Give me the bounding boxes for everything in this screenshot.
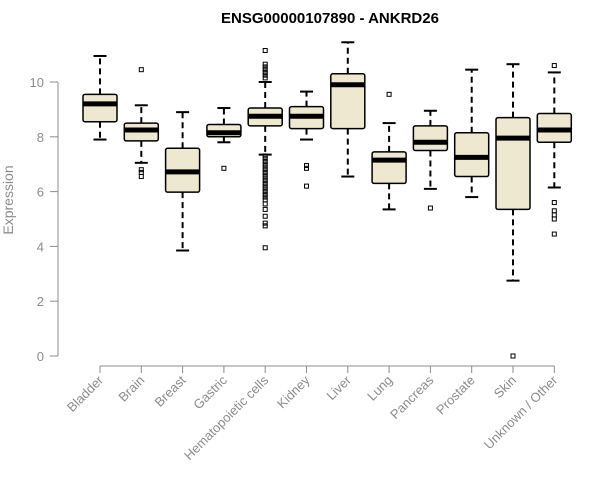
y-tick-label: 10 [30, 75, 44, 90]
outlier-point [262, 169, 268, 175]
x-tick-label: Lung [364, 373, 395, 404]
chart-title: ENSG00000107890 - ANKRD26 [221, 10, 439, 27]
outlier-point [262, 158, 268, 164]
outlier-point [138, 169, 144, 175]
box [371, 151, 407, 185]
outlier-point [551, 231, 557, 237]
x-tick-label: Gastric [190, 372, 230, 412]
x-tick-label: Unknown / Other [481, 372, 561, 452]
outlier-point [221, 165, 227, 171]
outlier-point [262, 72, 268, 78]
x-tick-label: Breast [152, 372, 189, 409]
outlier-point [262, 75, 268, 81]
x-tick-label: Prostate [433, 373, 478, 418]
y-tick-label: 6 [37, 185, 44, 200]
outlier-point [304, 163, 309, 169]
box [453, 131, 490, 178]
outlier-point [304, 165, 309, 171]
y-axis-label: Expression [0, 165, 16, 234]
outlier-point [262, 180, 268, 186]
outlier-point [262, 223, 268, 229]
outlier-point [262, 191, 268, 197]
x-tick-label: Kidney [274, 372, 313, 411]
outlier-point [138, 167, 144, 173]
x-tick-label: Bladder [64, 372, 107, 415]
x-tick-label: Pancreas [387, 372, 437, 422]
outlier-point [262, 153, 268, 159]
outlier-point [510, 353, 516, 359]
box [82, 93, 118, 123]
outlier-point [551, 200, 557, 206]
outlier-point [262, 61, 268, 67]
box [412, 125, 449, 152]
outlier-point [262, 156, 268, 162]
outlier-point [262, 206, 268, 212]
outlier-point [262, 201, 268, 207]
y-tick-label: 0 [37, 349, 44, 364]
outlier-point [262, 189, 268, 195]
box [495, 116, 531, 211]
x-tick-label: Skin [491, 373, 519, 401]
outlier-point [427, 205, 433, 211]
outlier-point [262, 245, 268, 251]
y-tick-label: 2 [37, 294, 44, 309]
outlier-point [262, 178, 268, 184]
outlier-point [262, 47, 268, 53]
outlier-point [551, 212, 557, 218]
y-tick-label: 8 [37, 130, 44, 145]
outlier-point [551, 208, 557, 214]
outlier-point [262, 164, 268, 170]
outlier-point [138, 67, 144, 73]
outlier-point [262, 161, 268, 167]
outlier-point [551, 63, 557, 69]
outlier-point [262, 213, 268, 219]
outlier-point [551, 216, 557, 222]
outlier-point [304, 183, 309, 189]
outlier-point [262, 186, 268, 192]
x-tick-label: Liver [323, 372, 354, 403]
y-tick-label: 4 [37, 239, 44, 254]
box [330, 73, 366, 130]
outlier-point [262, 172, 268, 178]
outlier-point [262, 175, 268, 181]
outlier-point [138, 174, 144, 180]
x-tick-label: Brain [115, 373, 147, 405]
outlier-point [262, 220, 268, 226]
outlier-point [262, 194, 268, 200]
outlier-point [262, 64, 268, 70]
outlier-point [262, 167, 268, 173]
outlier-point [262, 69, 268, 75]
outlier-point [386, 91, 392, 97]
outlier-point [262, 183, 268, 189]
outlier-point [262, 67, 268, 73]
outlier-point [262, 197, 268, 203]
